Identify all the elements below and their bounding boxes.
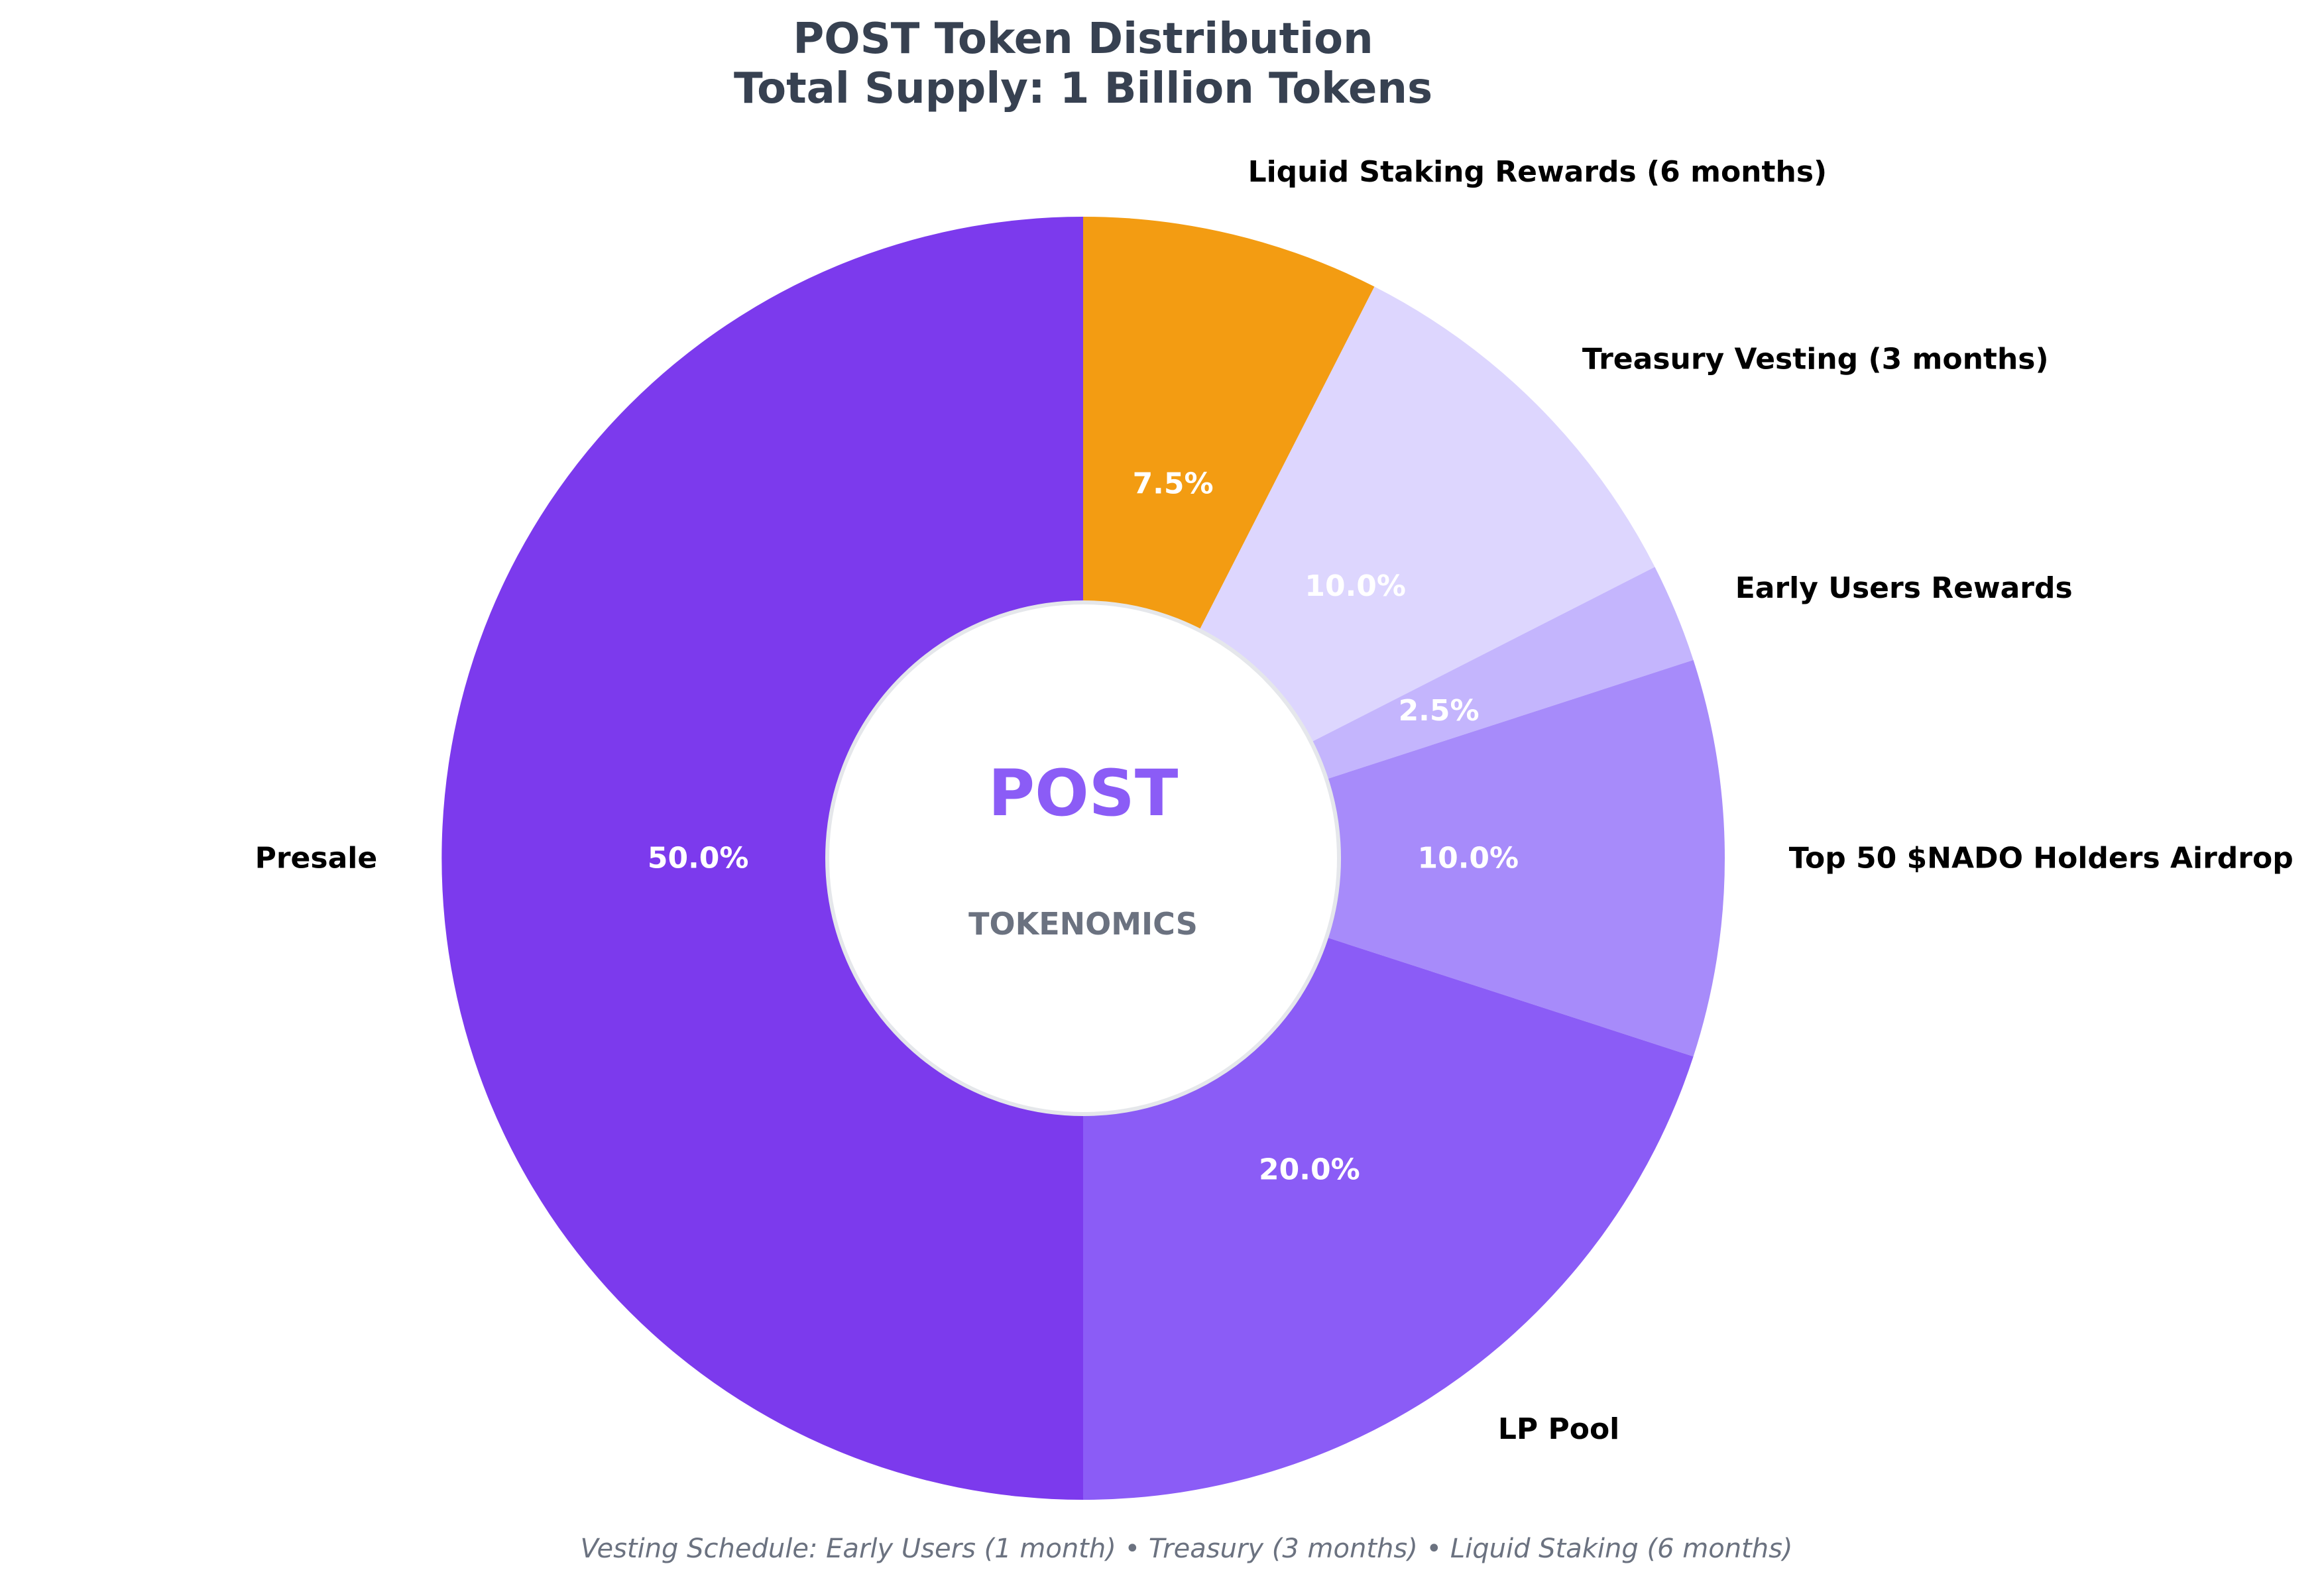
- chart-title-line-2: Total Supply: 1 Billion Tokens: [734, 64, 1432, 113]
- center-title: POST: [988, 756, 1179, 830]
- percent-label-early-users-rewards: 2.5%: [1399, 694, 1480, 728]
- percent-label-lp-pool: 20.0%: [1259, 1153, 1360, 1186]
- percent-labels: 7.5% 10.0% 2.5% 10.0% 20.0% 50.0%: [648, 467, 1519, 1187]
- percent-label-liquid-staking-rewards-6-months: 7.5%: [1133, 467, 1214, 501]
- category-label-top-50-nado-holders-airdrop: Top 50 $NADO Holders Airdrop: [1789, 842, 2294, 875]
- category-label-liquid-staking-rewards-6-months: Liquid Staking Rewards (6 months): [1248, 155, 1828, 189]
- percent-label-treasury-vesting-3-months: 10.0%: [1305, 569, 1406, 603]
- category-label-lp-pool: LP Pool: [1498, 1412, 1619, 1446]
- category-label-early-users-rewards: Early Users Rewards: [1735, 571, 2073, 605]
- center-subtitle: TOKENOMICS: [968, 906, 1198, 942]
- percent-label-presale: 50.0%: [648, 842, 749, 875]
- percent-label-top-50-nado-holders-airdrop: 10.0%: [1417, 842, 1519, 875]
- footnote: Vesting Schedule: Early Users (1 month) …: [580, 1534, 1792, 1564]
- donut-hole: [825, 600, 1341, 1116]
- category-label-presale: Presale: [255, 842, 378, 875]
- category-label-treasury-vesting-3-months: Treasury Vesting (3 months): [1582, 343, 2049, 376]
- chart-title-line-1: POST Token Distribution: [793, 15, 1373, 64]
- slice-presale: [441, 217, 1083, 1500]
- category-labels: Liquid Staking Rewards (6 months) Treasur…: [255, 155, 2294, 1446]
- slice-top-50-nado-holders-airdrop: [1083, 659, 1725, 1057]
